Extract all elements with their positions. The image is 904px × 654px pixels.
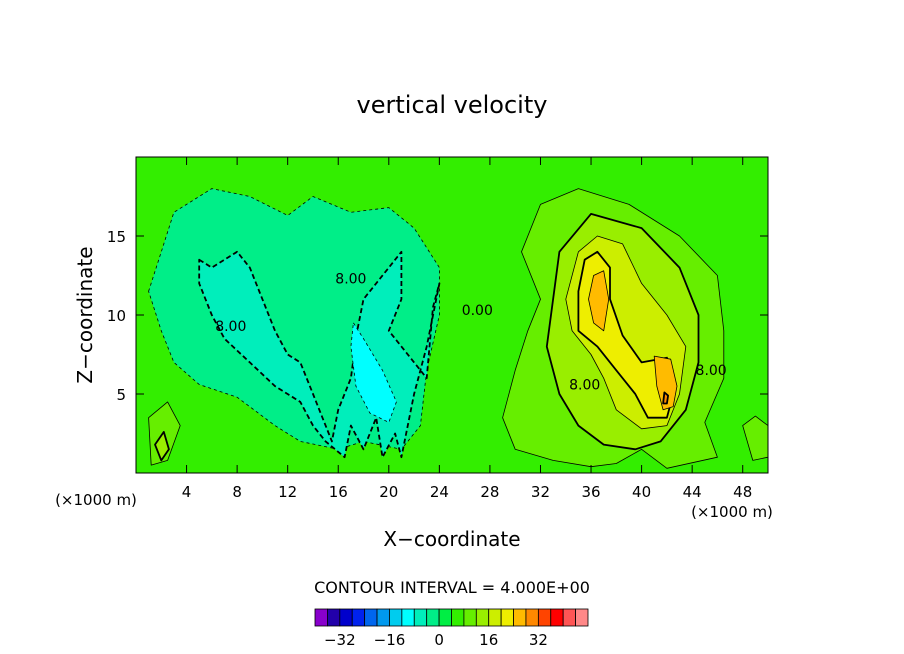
colorbar-swatch [463,608,477,627]
x-unit-left: (×1000 m) [55,491,137,509]
colorbar-swatch [351,608,366,627]
x-tick-label: 32 [531,483,550,501]
contour-region-10 [662,391,669,405]
x-tick-label: 20 [379,483,398,501]
x-tick-label: 36 [581,483,600,501]
x-tick-label: 12 [278,483,297,501]
colorbar-swatch [525,608,539,627]
colorbar-swatch [562,608,576,627]
y-tick-label: 5 [116,386,126,404]
colorbar-swatch [550,608,564,627]
y-tick-label: 10 [107,307,126,325]
colorbar-tick-label: −16 [374,631,406,649]
colorbar-tick-label: 16 [479,631,498,649]
x-tick-label: 24 [430,483,449,501]
colorbar-swatch [488,608,502,627]
colorbar-swatch [475,608,490,627]
colorbar-swatch [364,608,378,627]
colorbar-swatch [426,608,440,627]
colorbar-swatch [575,608,589,627]
y-axis: 5 10 15 [107,228,768,404]
colorbar-swatch [389,608,403,627]
contour-label-2: 0.00 [462,303,493,319]
contour-region-13 [742,415,768,461]
colorbar-swatch [376,608,390,627]
contour-interval-text: CONTOUR INTERVAL = 4.000E+00 [314,578,590,597]
contour-region-12 [154,430,170,462]
x-tick-label: 28 [480,483,499,501]
contour-label-1: 8.00 [215,319,246,335]
colorbar-swatch [401,608,415,627]
contour-region-3 [350,322,397,423]
x-tick-label: 16 [329,483,348,501]
contour-region-8 [588,270,610,332]
x-axis: 4 8 12 16 20 24 28 32 36 40 44 48 [182,157,752,501]
colorbar-tick-label: −32 [324,631,356,649]
colorbar-swatch [413,608,428,627]
colorbar-tick-label: 32 [529,631,548,649]
contour-label-3: 8.00 [569,377,600,393]
x-axis-label: X−coordinate [383,527,520,551]
contour-fill-layer [136,157,768,473]
x-tick-label: 44 [683,483,702,501]
x-unit-right: (×1000 m) [691,503,773,521]
colorbar-swatch [314,608,328,627]
x-tick-label: 40 [632,483,651,501]
colorbar-swatch [327,608,341,627]
colorbar-swatch [537,608,552,627]
x-tick-label: 8 [232,483,242,501]
y-tick-label: 15 [107,228,126,246]
colorbar-swatch [451,608,465,627]
x-tick-label: 48 [733,483,752,501]
colorbar-swatch [438,608,452,627]
contour-region-9 [653,355,678,411]
y-axis-label: Z−coordinate [73,246,97,383]
colorbar-swatch [339,608,353,627]
contour-label-4: 8.00 [696,363,727,379]
chart-title: vertical velocity [357,91,548,119]
colorbar-swatch [500,608,514,627]
colorbar-swatch [513,608,527,627]
contour-label-0: 8.00 [335,271,366,287]
colorbar: −32 −16 0 16 32 [314,608,589,649]
x-tick-label: 4 [182,483,192,501]
colorbar-tick-label: 0 [434,631,444,649]
contour-label-layer: 8.00 8.00 0.00 8.00 8.00 [215,271,726,393]
